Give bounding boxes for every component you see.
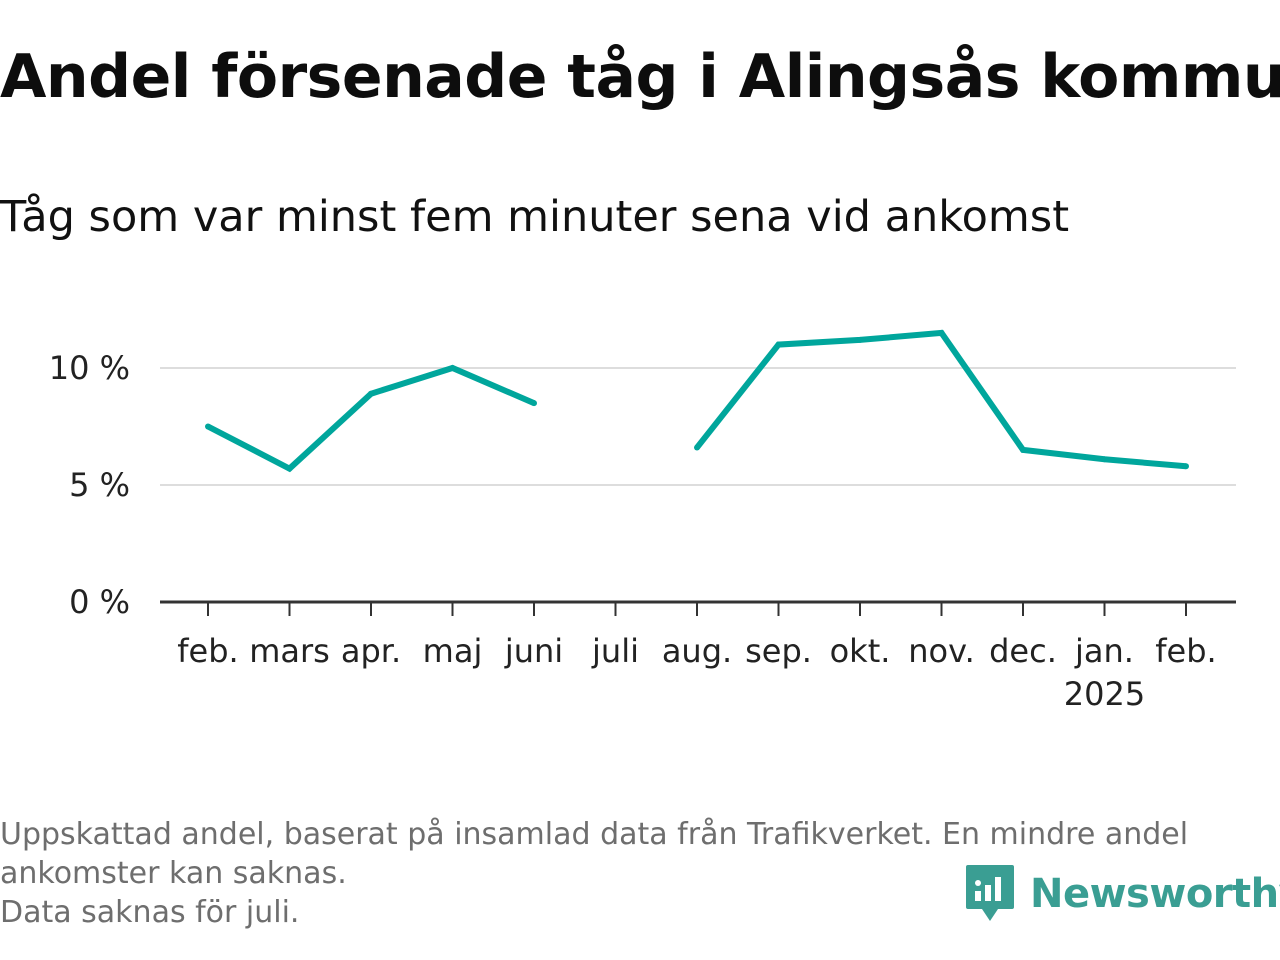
grid-lines (160, 367, 1236, 486)
y-tick-label: 5 % (69, 466, 130, 504)
footnote-line-2: ankomster kan saknas. (0, 856, 347, 891)
x-tick-label: mars (249, 632, 330, 670)
x-tick-label: dec. (989, 632, 1057, 670)
x-tick-label: juni (504, 632, 563, 670)
chart-subtitle: Tåg som var minst fem minuter sena vid a… (0, 192, 1070, 242)
y-axis-ticks: 0 % 5 % 10 % (49, 349, 130, 621)
data-point (205, 423, 211, 430)
y-tick-label: 10 % (49, 349, 130, 387)
data-point (857, 336, 863, 343)
x-tick-label: okt. (830, 632, 891, 670)
x-tick-label: feb. (1155, 632, 1216, 670)
data-point (938, 329, 945, 336)
series-line (694, 329, 1187, 470)
data-point (449, 365, 456, 371)
x-tick-label: nov. (908, 632, 974, 670)
data-point (694, 444, 700, 451)
data-point (775, 341, 782, 348)
data-point (531, 400, 537, 407)
data-point (286, 465, 293, 472)
x-axis-ticks: feb. mars apr. maj juni juli aug. sep. okt. nov. d… (177, 602, 1217, 713)
x-tick-label: feb. (177, 632, 238, 670)
brand-name: Newsworthy (1030, 871, 1280, 917)
x-tick-label: juli (591, 632, 639, 670)
data-point (1183, 463, 1189, 470)
data-point (1020, 446, 1026, 453)
x-tick-label: apr. (341, 632, 401, 670)
x-tick-label: maj (423, 632, 483, 670)
series-line (206, 364, 536, 473)
x-tick-label: jan. (1074, 632, 1134, 670)
y-tick-label: 0 % (69, 583, 130, 621)
series-layer (205, 329, 1189, 473)
x-tick-label: sep. (745, 632, 812, 670)
newsworthy-logo-icon (966, 865, 1014, 921)
footnote: Uppskattad andel, baserat på insamlad da… (0, 815, 1270, 932)
footnote-line-1: Uppskattad andel, baserat på insamlad da… (0, 817, 1189, 852)
data-point (1101, 456, 1108, 463)
x-tick-sublabel: 2025 (1064, 675, 1145, 713)
brand-logo: Newsworthy (964, 862, 1280, 926)
chart-title: Andel försenade tåg i Alingsås kommun (0, 42, 1280, 112)
x-tick-label: aug. (662, 632, 732, 670)
data-point (368, 390, 374, 397)
footnote-line-3: Data saknas för juli. (0, 895, 300, 930)
